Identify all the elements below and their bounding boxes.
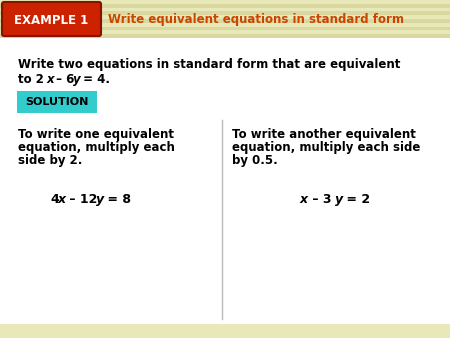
Text: To write another equivalent: To write another equivalent: [232, 128, 416, 141]
Bar: [0, 23, 450, 27]
Text: equation, multiply each side: equation, multiply each side: [232, 141, 420, 154]
Bar: [0, 7, 450, 11]
Text: EXAMPLE 1: EXAMPLE 1: [14, 14, 88, 26]
Text: x: x: [58, 193, 66, 206]
Text: Write equivalent equations in standard form: Write equivalent equations in standard f…: [108, 14, 404, 26]
Bar: [0, 30, 450, 34]
Bar: [0, 27, 450, 30]
Text: x: x: [300, 193, 308, 206]
Text: SOLUTION: SOLUTION: [25, 97, 89, 107]
Text: x: x: [46, 73, 54, 86]
Text: by 0.5.: by 0.5.: [232, 154, 278, 167]
Bar: [0, 11, 450, 15]
Bar: [0, 324, 450, 338]
Text: Write two equations in standard form that are equivalent: Write two equations in standard form tha…: [18, 58, 400, 71]
Text: – 3: – 3: [308, 193, 332, 206]
Text: side by 2.: side by 2.: [18, 154, 82, 167]
Text: = 2: = 2: [342, 193, 370, 206]
Text: = 8: = 8: [103, 193, 131, 206]
Text: y: y: [73, 73, 81, 86]
Bar: [0, 0, 450, 4]
Text: equation, multiply each: equation, multiply each: [18, 141, 175, 154]
FancyBboxPatch shape: [2, 2, 101, 36]
Bar: [0, 19, 450, 23]
Text: y: y: [335, 193, 343, 206]
Bar: [0, 38, 450, 338]
Text: = 4.: = 4.: [79, 73, 110, 86]
Text: y: y: [96, 193, 104, 206]
Text: – 6: – 6: [52, 73, 74, 86]
Bar: [0, 15, 450, 19]
Text: 4: 4: [50, 193, 59, 206]
Text: To write one equivalent: To write one equivalent: [18, 128, 174, 141]
Text: to 2: to 2: [18, 73, 44, 86]
Bar: [0, 34, 450, 38]
Bar: [0, 4, 450, 7]
FancyBboxPatch shape: [17, 91, 97, 113]
Text: – 12: – 12: [65, 193, 97, 206]
